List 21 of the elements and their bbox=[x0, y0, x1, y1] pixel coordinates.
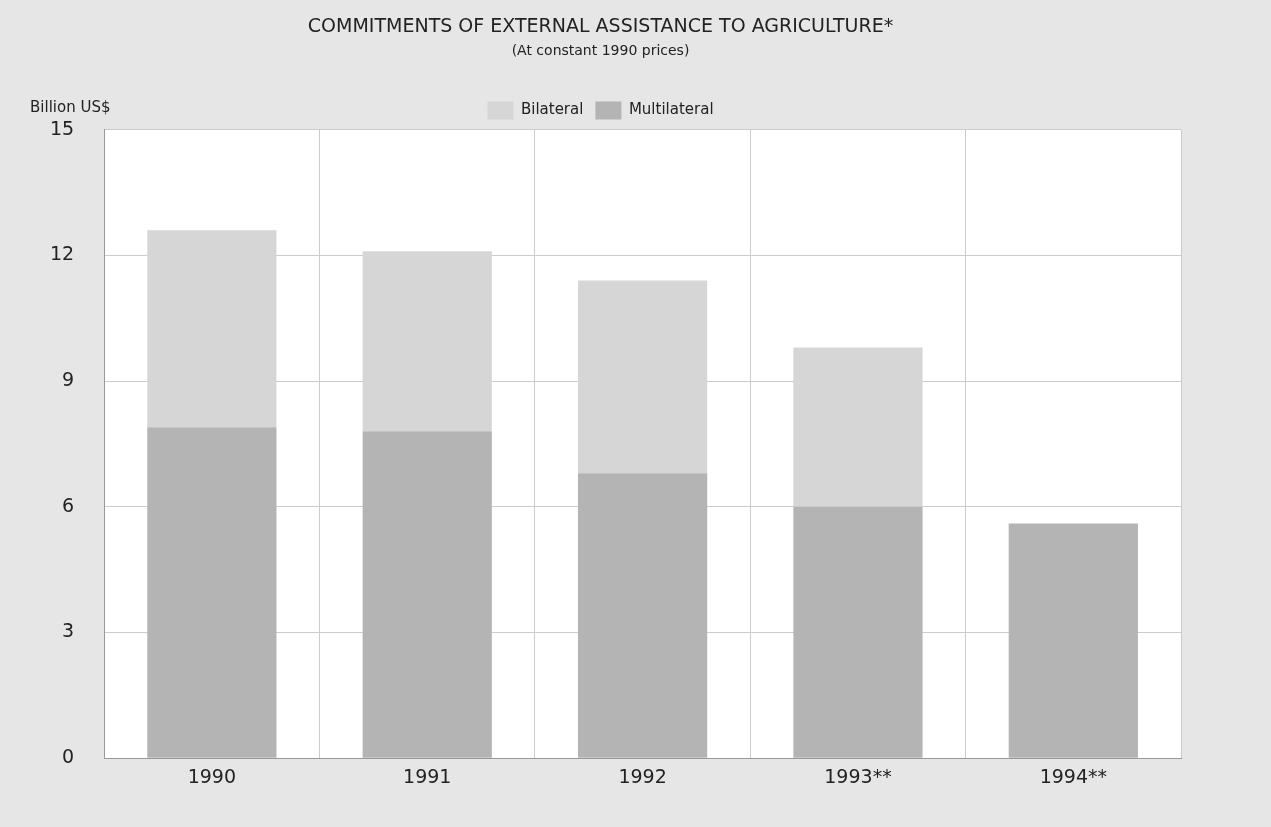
bar bbox=[147, 427, 277, 758]
y-tick-label: 3 bbox=[62, 619, 75, 642]
chart-subtitle: (At constant 1990 prices) bbox=[511, 41, 690, 58]
bar bbox=[362, 431, 492, 758]
bar bbox=[793, 506, 923, 758]
y-tick-label: 0 bbox=[62, 745, 75, 768]
x-tick-label: 1994** bbox=[1039, 764, 1107, 787]
y-tick-label: 15 bbox=[49, 116, 75, 139]
bar bbox=[577, 473, 708, 758]
x-tick-label: 1991 bbox=[403, 764, 452, 787]
y-axis-title: Billion US$ bbox=[30, 97, 111, 116]
legend-label: Bilateral bbox=[520, 100, 584, 119]
legend-label: Multilateral bbox=[628, 100, 714, 119]
x-tick-label: 1990 bbox=[187, 764, 237, 787]
x-tick-label: 1992 bbox=[618, 764, 667, 787]
y-tick-label: 6 bbox=[62, 493, 75, 516]
chart-title: COMMITMENTS OF EXTERNAL ASSISTANCE TO AGRICULTURE* bbox=[307, 14, 894, 37]
y-tick-label: 9 bbox=[62, 367, 75, 390]
y-tick-label: 12 bbox=[49, 242, 75, 265]
bar bbox=[1008, 523, 1138, 758]
x-tick-label: 1993** bbox=[824, 764, 892, 787]
